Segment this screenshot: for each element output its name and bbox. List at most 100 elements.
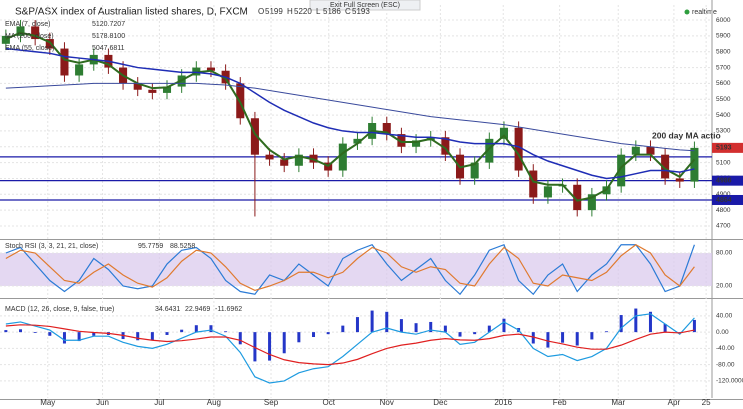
y-tick-label: 5500 xyxy=(716,96,731,103)
series-line xyxy=(5,82,695,152)
histogram-bar xyxy=(414,323,418,333)
candle-body xyxy=(45,39,54,49)
histogram-bar xyxy=(648,311,652,333)
histogram-bar xyxy=(165,332,169,335)
x-tick-label: Aug xyxy=(207,398,221,407)
histogram-bar xyxy=(575,332,579,346)
histogram-bar xyxy=(385,311,389,333)
candle-body xyxy=(573,184,582,211)
last-price-tag xyxy=(712,142,743,153)
histogram-bar xyxy=(692,319,696,333)
ohlc-letter: O xyxy=(258,7,264,16)
candle-body xyxy=(148,89,157,93)
candle-body xyxy=(338,143,347,171)
x-tick-label: Nov xyxy=(380,398,394,407)
y-tick-label: 5300 xyxy=(716,128,731,135)
candle-body xyxy=(441,137,450,155)
panel-title: Stoch RSI (3, 3, 21, 21, close) xyxy=(5,243,98,250)
chart-title: S&P/ASX index of Australian listed share… xyxy=(15,7,248,18)
y-tick-label: 5600 xyxy=(716,80,731,87)
histogram-bar xyxy=(370,310,374,333)
legend-value: -11.6962 xyxy=(215,306,242,313)
y-tick-label: 5900 xyxy=(716,33,731,40)
x-tick-label: Jul xyxy=(154,398,164,407)
y-tick-label: 4900 xyxy=(716,191,731,198)
candle-body xyxy=(31,26,40,40)
level-tag xyxy=(712,194,743,205)
candle-body xyxy=(529,170,538,198)
histogram-bar xyxy=(502,318,506,333)
candle-body xyxy=(499,127,508,139)
candle-body xyxy=(470,162,479,179)
x-tick-label: 2016 xyxy=(494,398,512,407)
candle-body xyxy=(60,48,69,76)
candle-body xyxy=(250,118,259,155)
y-tick-label: 5100 xyxy=(716,159,731,166)
histogram-bar xyxy=(33,332,37,333)
level-label: 4864 xyxy=(716,197,732,204)
legend-value: 95.7759 xyxy=(138,243,163,250)
x-tick-label: May xyxy=(40,398,55,407)
histogram-bar xyxy=(136,332,140,341)
candle-body xyxy=(412,140,421,147)
candle-body xyxy=(75,64,84,76)
candle-body xyxy=(1,35,10,44)
ohlc-value: 5199 xyxy=(265,7,283,16)
y-tick-label: 20.00 xyxy=(716,283,733,290)
histogram-bar xyxy=(605,331,609,333)
x-tick-label: Dec xyxy=(433,398,447,407)
y-tick-label: -80.00 xyxy=(716,361,735,368)
candle-body xyxy=(133,83,142,90)
histogram-bar xyxy=(194,325,198,333)
candle-body xyxy=(353,138,362,144)
histogram-bar xyxy=(282,332,286,354)
legend-name: EMA (7, close) xyxy=(5,21,51,28)
y-tick-label: 4800 xyxy=(716,207,731,214)
y-tick-label: 6000 xyxy=(716,17,731,24)
exit-label[interactable]: Exit Full Screen (ESC) xyxy=(330,2,400,9)
histogram-bar xyxy=(48,332,52,336)
candle-body xyxy=(543,186,552,198)
candle-body xyxy=(265,154,274,160)
histogram-bar xyxy=(19,329,23,333)
histogram-bar xyxy=(253,332,257,362)
histogram-bar xyxy=(619,315,623,333)
x-tick-label: Apr xyxy=(668,398,681,407)
y-tick-label: 4700 xyxy=(716,223,731,230)
histogram-bar xyxy=(238,332,242,345)
x-tick-label: Jun xyxy=(96,398,109,407)
histogram-bar xyxy=(224,331,228,333)
y-tick-label: -120.0000 xyxy=(716,378,743,385)
histogram-bar xyxy=(399,319,403,333)
legend-value: 22.9469 xyxy=(185,306,210,313)
y-tick-label: -40.00 xyxy=(716,345,735,352)
candle-body xyxy=(16,26,25,36)
series-line xyxy=(5,47,695,180)
histogram-bar xyxy=(531,332,535,344)
ohlc-letter: L xyxy=(316,7,321,16)
legend-value: 5047.6811 xyxy=(92,45,125,52)
series-line xyxy=(5,31,696,202)
histogram-bar xyxy=(341,325,345,333)
ohlc-value: 5193 xyxy=(352,7,370,16)
candle-body xyxy=(631,146,640,155)
histogram-bar xyxy=(458,332,462,337)
histogram-bar xyxy=(443,325,447,333)
ohlc-letter: H xyxy=(287,7,293,16)
candle-body xyxy=(675,178,684,182)
candle-body xyxy=(397,134,406,147)
y-tick-label: 80.00 xyxy=(716,250,733,257)
ohlc-letter: C xyxy=(345,7,351,16)
level-label: 4986 xyxy=(716,178,732,185)
histogram-bar xyxy=(268,332,272,361)
histogram-bar xyxy=(473,332,477,335)
status-dot xyxy=(684,9,690,15)
y-tick-label: 5400 xyxy=(716,112,731,119)
series-line xyxy=(5,244,695,292)
y-tick-label: 5800 xyxy=(716,48,731,55)
candle-body xyxy=(162,86,172,93)
status: realtime xyxy=(692,9,717,16)
exit-button[interactable] xyxy=(309,0,421,11)
histogram-bar xyxy=(546,332,550,348)
